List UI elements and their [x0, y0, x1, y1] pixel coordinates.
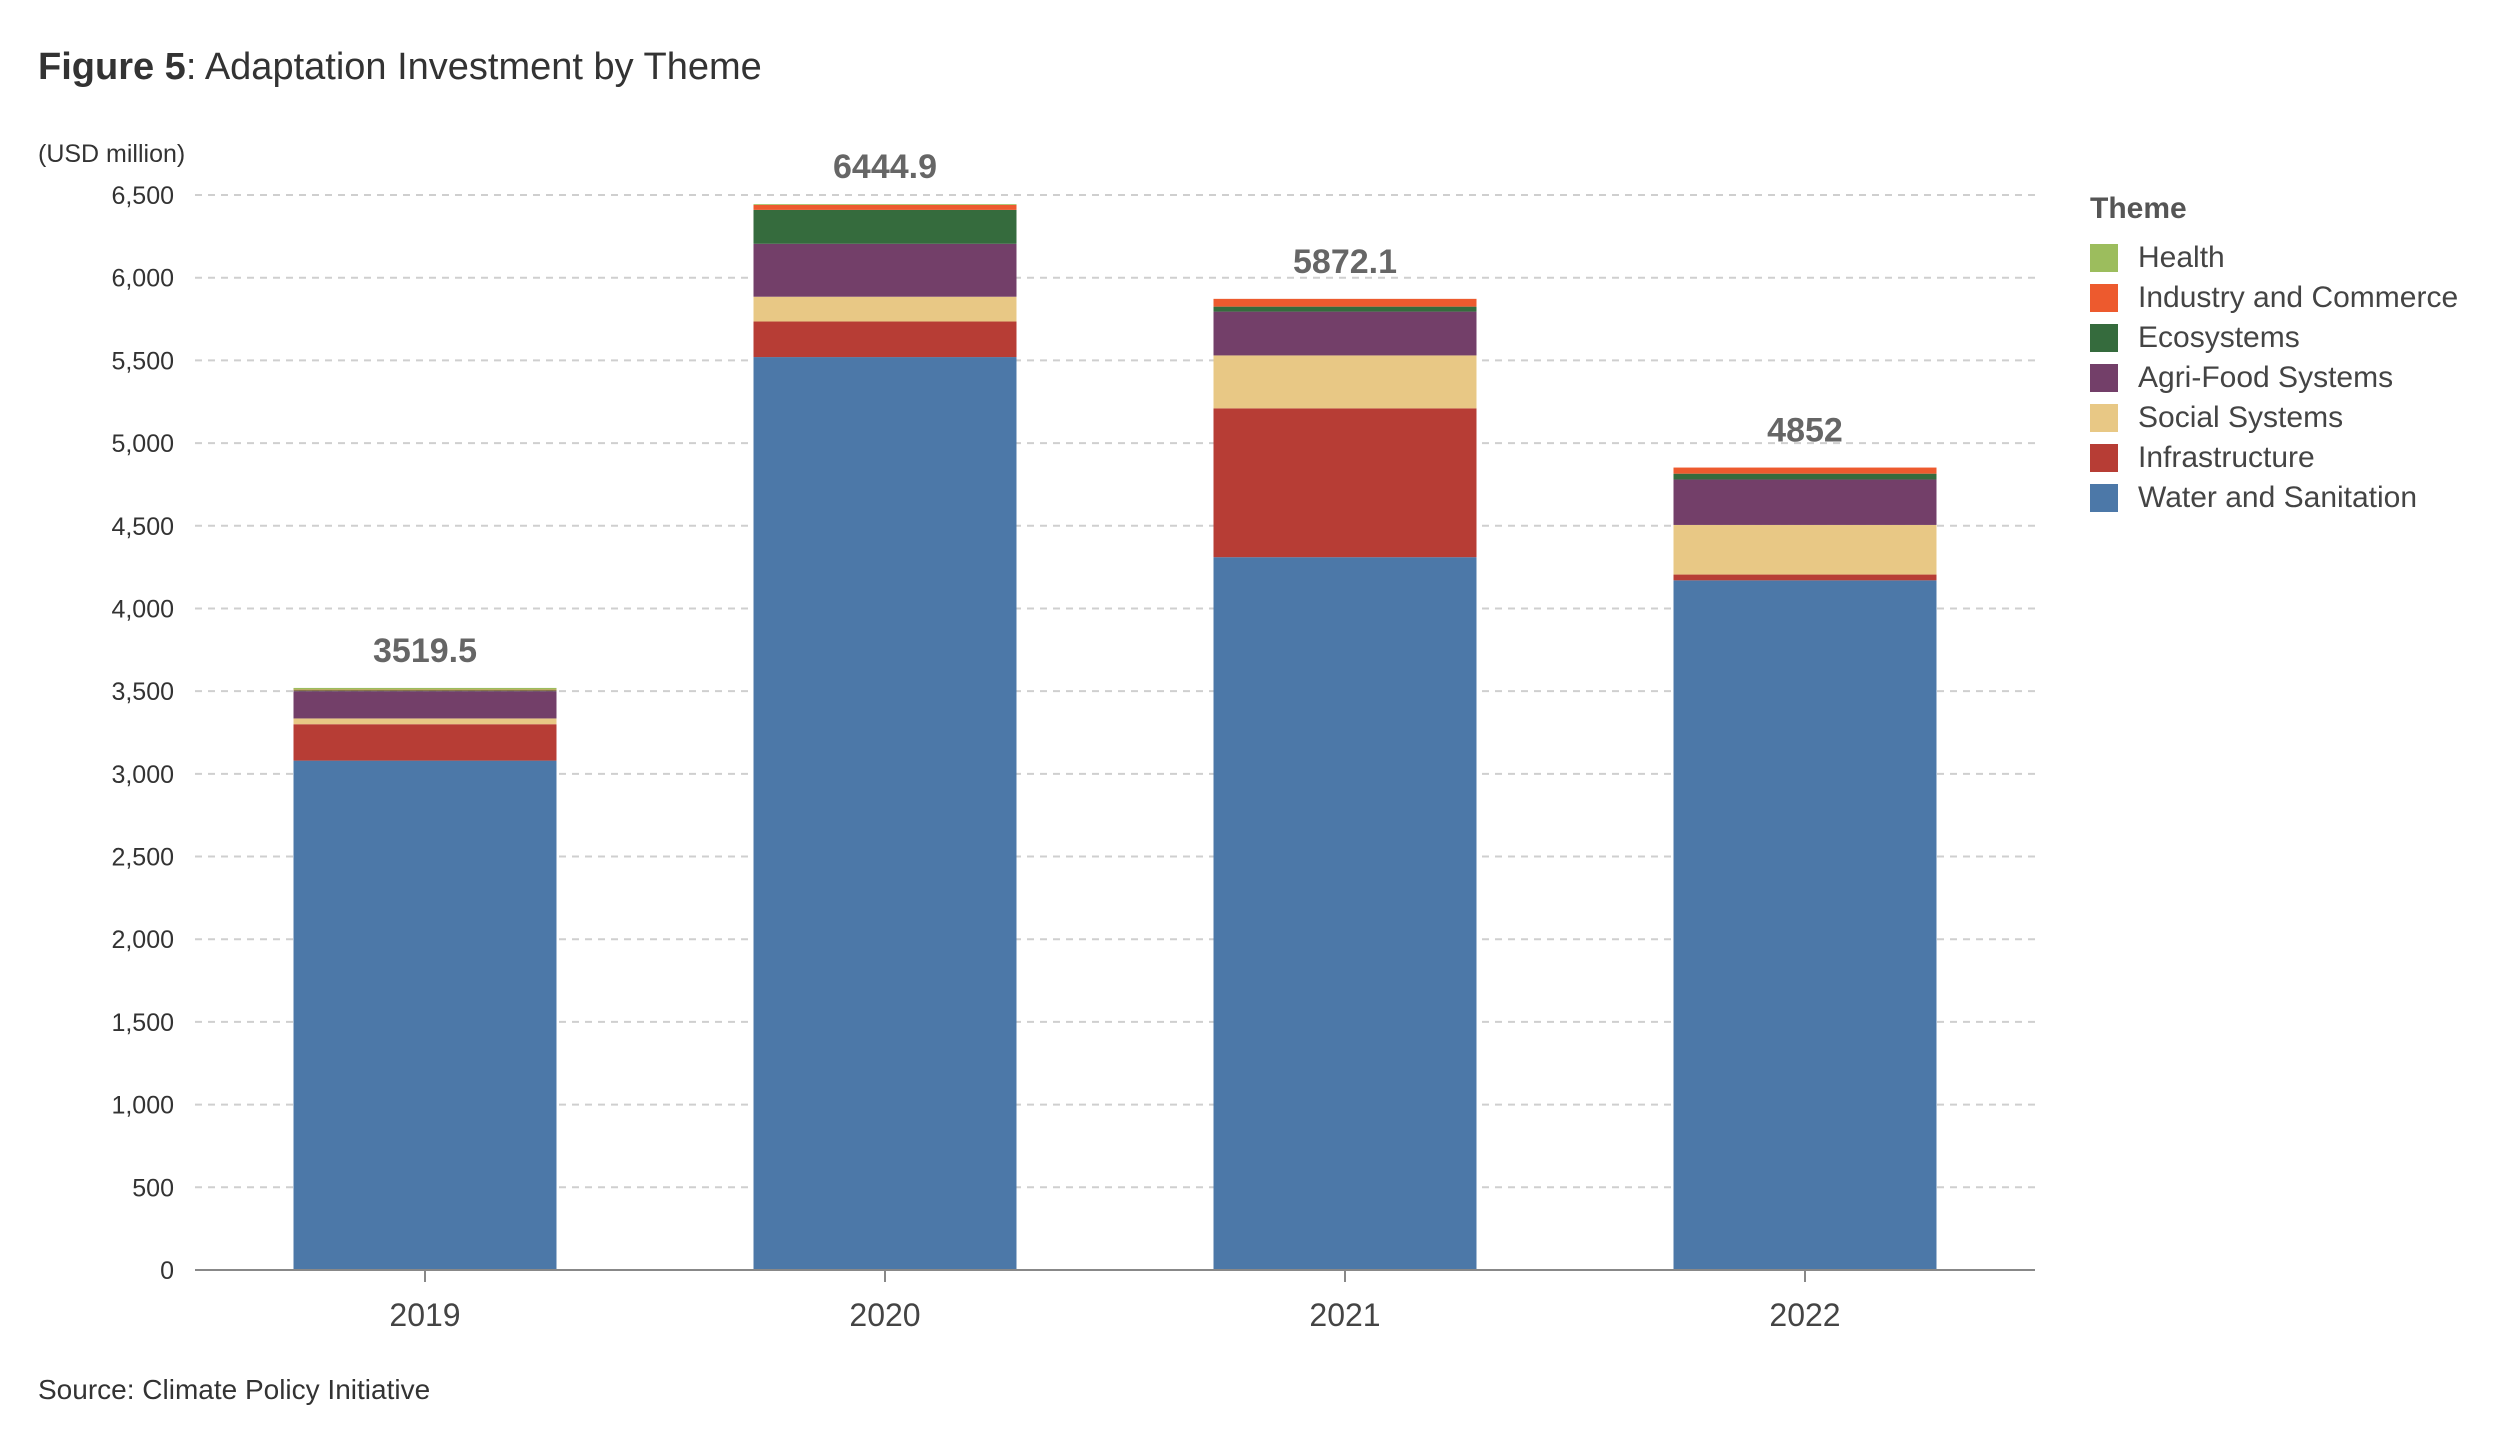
legend-items: Health Industry and Commerce Ecosystems Agr…: [2090, 238, 2458, 518]
legend-label: Industry and Commerce: [2138, 281, 2459, 314]
legend-item: Health: [2090, 238, 2458, 278]
legend-item: Water and Sanitation: [2090, 478, 2458, 518]
bar-segment-social-systems-2022: [1673, 524, 1937, 575]
bars: [293, 204, 1937, 1271]
legend-label: Ecosystems: [2138, 321, 2300, 354]
y-tick-label: 2,500: [111, 844, 174, 872]
total-label: 6444.9: [833, 148, 937, 186]
axes: 0 500 1,000 1,500 2,000 2,500 3,000 3,500 4,000 4…: [111, 182, 2035, 1333]
bar-segment-water-and-sanitation-2022: [1673, 580, 1937, 1270]
legend-swatch: [2090, 444, 2118, 472]
legend-label: Infrastructure: [2138, 441, 2315, 474]
legend-swatch: [2090, 244, 2118, 272]
bar-segment-industry-and-commerce-2021: [1213, 298, 1477, 307]
legend-swatch: [2090, 284, 2118, 312]
bar-segment-industry-and-commerce-2022: [1673, 467, 1937, 474]
bar-segment-industry-and-commerce-2020: [753, 204, 1017, 210]
legend-item: Agri-Food Systems: [2090, 358, 2458, 398]
bar-segment-social-systems-2021: [1213, 355, 1477, 409]
bar-segment-health-2020: [753, 204, 1017, 205]
legend-label: Water and Sanitation: [2138, 481, 2418, 514]
bar-segment-water-and-sanitation-2019: [293, 760, 557, 1270]
y-tick-label: 5,500: [111, 347, 174, 375]
bar-segment-infrastructure-2020: [753, 321, 1017, 358]
bar-segment-infrastructure-2022: [1673, 574, 1937, 581]
legend-title: Theme: [2090, 192, 2187, 225]
figure-title-text: : Adaptation Investment by Theme: [185, 46, 762, 88]
legend-item: Infrastructure: [2090, 438, 2458, 478]
source-note: Source: Climate Policy Initiative: [38, 1374, 431, 1405]
bar-segment-agri-food-systems-2020: [753, 243, 1017, 297]
bar-segment-ecosystems-2022: [1673, 473, 1937, 480]
legend-label: Health: [2138, 241, 2225, 274]
y-tick-label: 4,000: [111, 595, 174, 623]
bar-segment-infrastructure-2021: [1213, 408, 1477, 558]
y-tick-label: 1,500: [111, 1009, 174, 1037]
legend-label: Social Systems: [2138, 401, 2344, 434]
bar-segment-health-2019: [293, 687, 557, 690]
total-labels: 3519.5 6444.9 5872.1 4852: [373, 148, 1843, 670]
legend: Theme Health Industry and Commerce Ecosyst…: [2090, 192, 2458, 518]
bar-segment-social-systems-2019: [293, 718, 557, 725]
figure-title: Figure 5: Adaptation Investment by Theme: [38, 46, 762, 89]
bar-segment-industry-and-commerce-2019: [293, 689, 557, 691]
y-tick-label: 3,500: [111, 678, 174, 706]
legend-swatch: [2090, 484, 2118, 512]
bar-segment-infrastructure-2019: [293, 724, 557, 761]
y-tick-label: 500: [132, 1174, 174, 1202]
y-tick-label: 0: [160, 1257, 174, 1285]
bar-segment-agri-food-systems-2019: [293, 691, 557, 719]
x-tick-label: 2022: [1769, 1297, 1840, 1333]
legend-item: Industry and Commerce: [2090, 278, 2458, 318]
y-tick-label: 5,000: [111, 430, 174, 458]
x-tick-label: 2021: [1309, 1297, 1380, 1333]
y-tick-label: 1,000: [111, 1092, 174, 1120]
x-tick-label: 2020: [849, 1297, 920, 1333]
legend-item: Social Systems: [2090, 398, 2458, 438]
legend-swatch: [2090, 404, 2118, 432]
bar-segment-ecosystems-2021: [1213, 306, 1477, 312]
y-tick-label: 4,500: [111, 513, 174, 541]
bar-segment-agri-food-systems-2021: [1213, 311, 1477, 356]
total-label: 3519.5: [373, 632, 477, 670]
legend-label: Agri-Food Systems: [2138, 361, 2394, 394]
y-tick-label: 6,500: [111, 182, 174, 210]
total-label: 4852: [1767, 412, 1843, 450]
legend-swatch: [2090, 364, 2118, 392]
bar-segment-ecosystems-2020: [753, 209, 1017, 244]
bar-segment-agri-food-systems-2022: [1673, 479, 1937, 525]
bar-segment-social-systems-2020: [753, 296, 1017, 322]
y-axis-unit-label: (USD million): [38, 140, 186, 168]
figure-label: Figure 5: [38, 46, 186, 88]
y-tick-label: 2,000: [111, 926, 174, 954]
bar-segment-ecosystems-2019: [293, 690, 557, 692]
total-label: 5872.1: [1293, 243, 1397, 281]
bar-segment-water-and-sanitation-2020: [753, 357, 1017, 1271]
bar-segment-water-and-sanitation-2021: [1213, 557, 1477, 1270]
y-tick-label: 3,000: [111, 761, 174, 789]
legend-item: Ecosystems: [2090, 318, 2458, 358]
y-tick-label: 6,000: [111, 265, 174, 293]
legend-swatch: [2090, 324, 2118, 352]
x-tick-label: 2019: [389, 1297, 460, 1333]
